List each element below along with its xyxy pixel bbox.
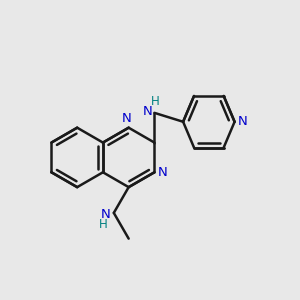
Text: H: H xyxy=(98,218,107,231)
Text: N: N xyxy=(142,105,152,118)
Text: N: N xyxy=(158,166,168,179)
Text: H: H xyxy=(151,95,159,108)
Text: N: N xyxy=(101,208,111,221)
Text: N: N xyxy=(122,112,131,125)
Text: N: N xyxy=(238,115,248,128)
